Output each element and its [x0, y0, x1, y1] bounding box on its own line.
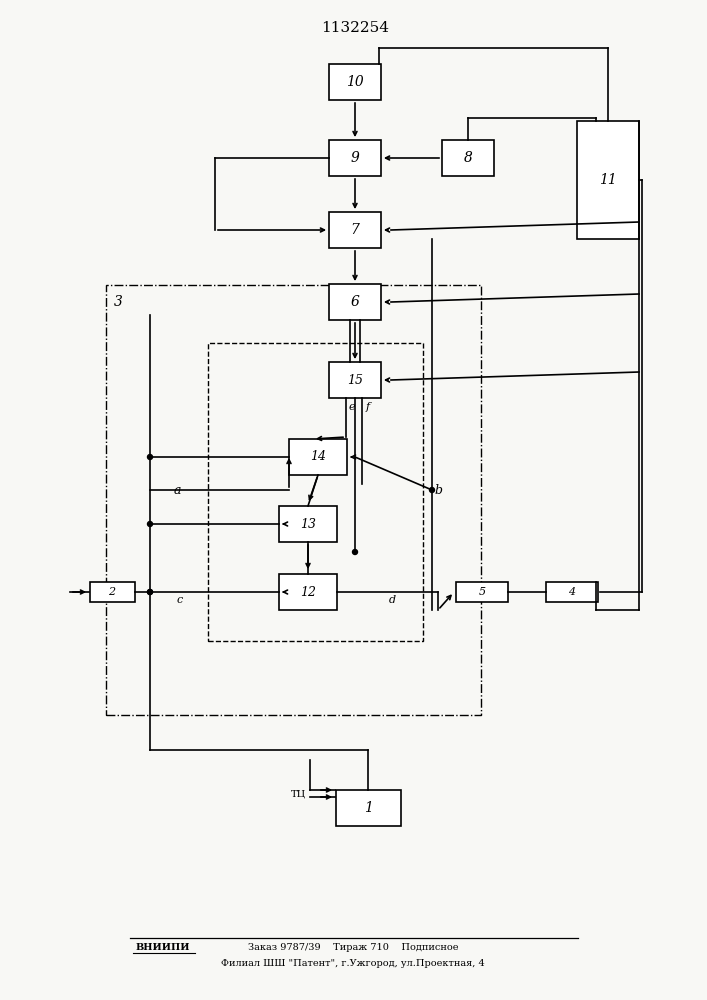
- Text: 3: 3: [114, 295, 122, 309]
- Bar: [442, 140, 494, 176]
- Bar: [329, 140, 381, 176]
- Bar: [546, 582, 598, 602]
- Text: d: d: [388, 595, 395, 605]
- Text: Заказ 9787/39    Тираж 710    Подписное: Заказ 9787/39 Тираж 710 Подписное: [247, 944, 458, 952]
- Text: 14: 14: [310, 450, 326, 464]
- Text: 1: 1: [363, 801, 373, 815]
- Circle shape: [429, 488, 435, 492]
- Text: ТЦ: ТЦ: [291, 790, 305, 798]
- Text: 11: 11: [599, 173, 617, 187]
- Bar: [329, 284, 381, 320]
- Bar: [207, 343, 423, 641]
- Text: 2: 2: [108, 587, 115, 597]
- Bar: [456, 582, 508, 602]
- Text: Филиал ШШ "Патент", г.Ужгород, ул.Проектная, 4: Филиал ШШ "Патент", г.Ужгород, ул.Проект…: [221, 958, 485, 968]
- Bar: [329, 64, 381, 100]
- Text: 1132254: 1132254: [321, 21, 389, 35]
- Text: ВНИИПИ: ВНИИПИ: [136, 944, 190, 952]
- Bar: [279, 506, 337, 542]
- Text: 7: 7: [351, 223, 359, 237]
- Text: a: a: [173, 484, 181, 496]
- Text: 6: 6: [351, 295, 359, 309]
- Text: 15: 15: [347, 373, 363, 386]
- Circle shape: [148, 454, 153, 460]
- Circle shape: [353, 550, 358, 554]
- Bar: [329, 362, 381, 398]
- Bar: [336, 790, 400, 826]
- Text: 12: 12: [300, 585, 316, 598]
- Text: 9: 9: [351, 151, 359, 165]
- Bar: [577, 121, 639, 239]
- Text: e: e: [349, 402, 356, 412]
- Text: 5: 5: [479, 587, 486, 597]
- Text: 13: 13: [300, 518, 316, 530]
- Text: 4: 4: [568, 587, 575, 597]
- Text: f: f: [366, 402, 370, 412]
- Text: c: c: [177, 595, 183, 605]
- Circle shape: [148, 589, 153, 594]
- Bar: [289, 439, 347, 475]
- Text: b: b: [434, 484, 442, 496]
- Circle shape: [148, 522, 153, 526]
- Bar: [329, 212, 381, 248]
- Text: 8: 8: [464, 151, 472, 165]
- Bar: [279, 574, 337, 610]
- Bar: [105, 285, 481, 715]
- Circle shape: [148, 589, 153, 594]
- Bar: [90, 582, 134, 602]
- Text: 10: 10: [346, 75, 364, 89]
